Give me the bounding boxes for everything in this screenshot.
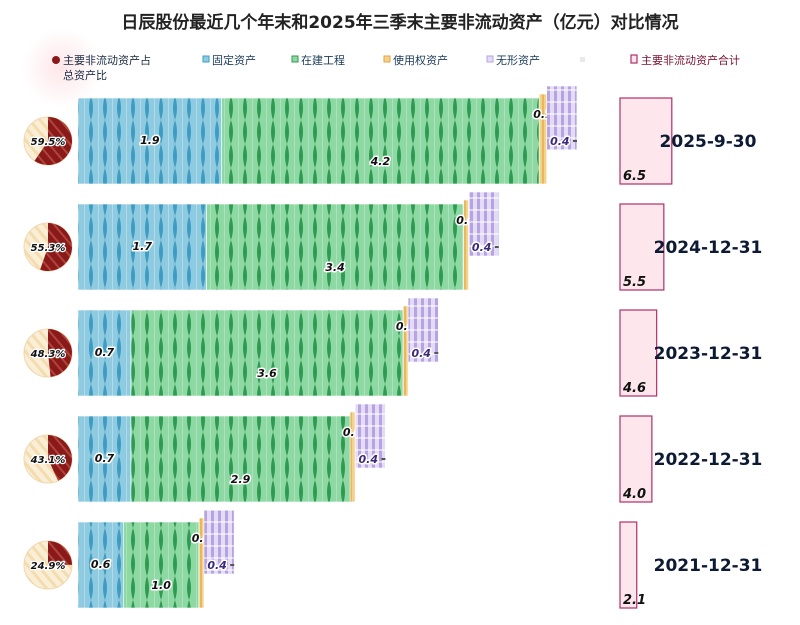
bar-segment-intangible: [468, 191, 500, 257]
total-bar: [619, 309, 658, 397]
bar-label-intangible: 0.4: [411, 347, 431, 360]
total-label: 2.1: [623, 593, 646, 608]
total-label: 4.6: [622, 381, 646, 396]
bar-label-construction: 4.2: [370, 155, 391, 168]
bar-segment-intangible: [354, 403, 386, 469]
bar-segment-construction: [130, 415, 351, 503]
bar-label-intangible: 0.4: [207, 559, 227, 572]
legend-swatch-total: [630, 54, 638, 64]
bar-label-fixed: 0.7: [95, 452, 115, 465]
bar-label-fixed: 0.6: [91, 558, 111, 571]
bar-segment-intangible: [407, 297, 439, 363]
bar-segment-fixed: [77, 97, 222, 185]
total-bar: [619, 521, 638, 609]
bar-label-fixed: 0.7: [95, 346, 115, 359]
legend-label-fixed: 固定资产: [212, 53, 256, 67]
category-label: 2023-12-31: [654, 344, 763, 364]
ratio-pie-label: 48.3%: [30, 349, 66, 360]
total-bar: [619, 415, 653, 503]
ratio-pie-slice: [48, 435, 73, 481]
ratio-pie-slice: [48, 541, 72, 565]
legend-swatch-intangible: [486, 55, 494, 63]
bar-segment-intangible: [203, 509, 235, 575]
total-label: 5.5: [623, 275, 646, 290]
bar-label-construction: 3.6: [257, 367, 277, 380]
legend-label-rou: 使用权资产: [393, 53, 448, 67]
bar-segment-construction: [130, 309, 404, 397]
legend-swatch-fixed: [202, 55, 210, 63]
legend-item-rou: 使用权资产: [383, 53, 448, 67]
total-bar: [619, 203, 665, 291]
legend-label-construction: 在建工程: [301, 53, 345, 67]
category-label: 2024-12-31: [654, 238, 763, 258]
ratio-pie-label: 55.3%: [31, 243, 66, 254]
bar-label-tick: [572, 140, 577, 142]
legend-item-pie: 主要非流动资产占 总资产比: [52, 53, 151, 82]
bar-label-intangible: 0.4: [359, 453, 379, 466]
bar-label-fixed: 1.9: [140, 134, 160, 147]
chart-title: 日辰股份最近几个年末和2025年三季末主要非流动资产（亿元）对比情况: [121, 12, 678, 33]
legend-item-fixed: 固定资产: [202, 53, 256, 67]
legend-halo: [22, 28, 102, 108]
legend-swatch-pie: [52, 56, 60, 64]
ratio-pie-label: 43.1%: [30, 455, 66, 466]
category-label: 2022-12-31: [654, 450, 763, 470]
bar-label-construction: 2.9: [231, 473, 251, 486]
ratio-pie-label: 24.9%: [31, 561, 66, 572]
total-label: 6.5: [623, 169, 646, 184]
total-label: 4.0: [622, 487, 646, 502]
ratio-pie-slice: [48, 329, 73, 377]
legend-swatch-blank: [580, 57, 585, 62]
bar-label-construction: 3.4: [325, 261, 345, 274]
bar-label-tick: [434, 352, 439, 354]
bar-label-tick: [230, 564, 235, 566]
bar-label-fixed: 1.7: [133, 240, 153, 253]
bar-label-construction: 1.0: [151, 579, 171, 592]
bar-segment-fixed: [77, 203, 207, 291]
ratio-pie-slice: [34, 117, 72, 165]
legend: 主要非流动资产占 总资产比 固定资产 在建工程 使用权资产 无形资产 主要非流动…: [52, 53, 740, 82]
bar-segment-fixed: [77, 415, 132, 503]
bar-label-intangible: 0.4: [472, 241, 492, 254]
bar-segment-construction: [221, 97, 540, 185]
bar-label-tick: [494, 246, 499, 248]
bar-segment-fixed: [77, 309, 132, 397]
legend-swatch-rou: [383, 55, 391, 63]
legend-label-pie-line1: 主要非流动资产占: [63, 53, 151, 67]
bar-segment-construction: [123, 521, 200, 609]
legend-item-total: 主要非流动资产合计: [630, 53, 740, 67]
legend-label-total: 主要非流动资产合计: [641, 53, 740, 67]
total-bar: [619, 97, 673, 185]
legend-swatch-construction: [291, 55, 299, 63]
bar-label-tick: [381, 458, 386, 460]
legend-label-intangible: 无形资产: [496, 53, 540, 67]
bar-segment-construction: [206, 203, 464, 291]
legend-item-intangible: 无形资产: [486, 53, 540, 67]
category-label: 2025-9-30: [660, 132, 757, 152]
bar-segment-intangible: [546, 85, 578, 151]
legend-item-construction: 在建工程: [291, 53, 345, 67]
ratio-pie-label: 59.5%: [31, 137, 66, 148]
legend-label-pie-line2: 总资产比: [63, 68, 107, 82]
ratio-pie-slice: [40, 223, 72, 271]
bar-label-intangible: 0.4: [550, 135, 570, 148]
category-label: 2021-12-31: [654, 556, 763, 576]
